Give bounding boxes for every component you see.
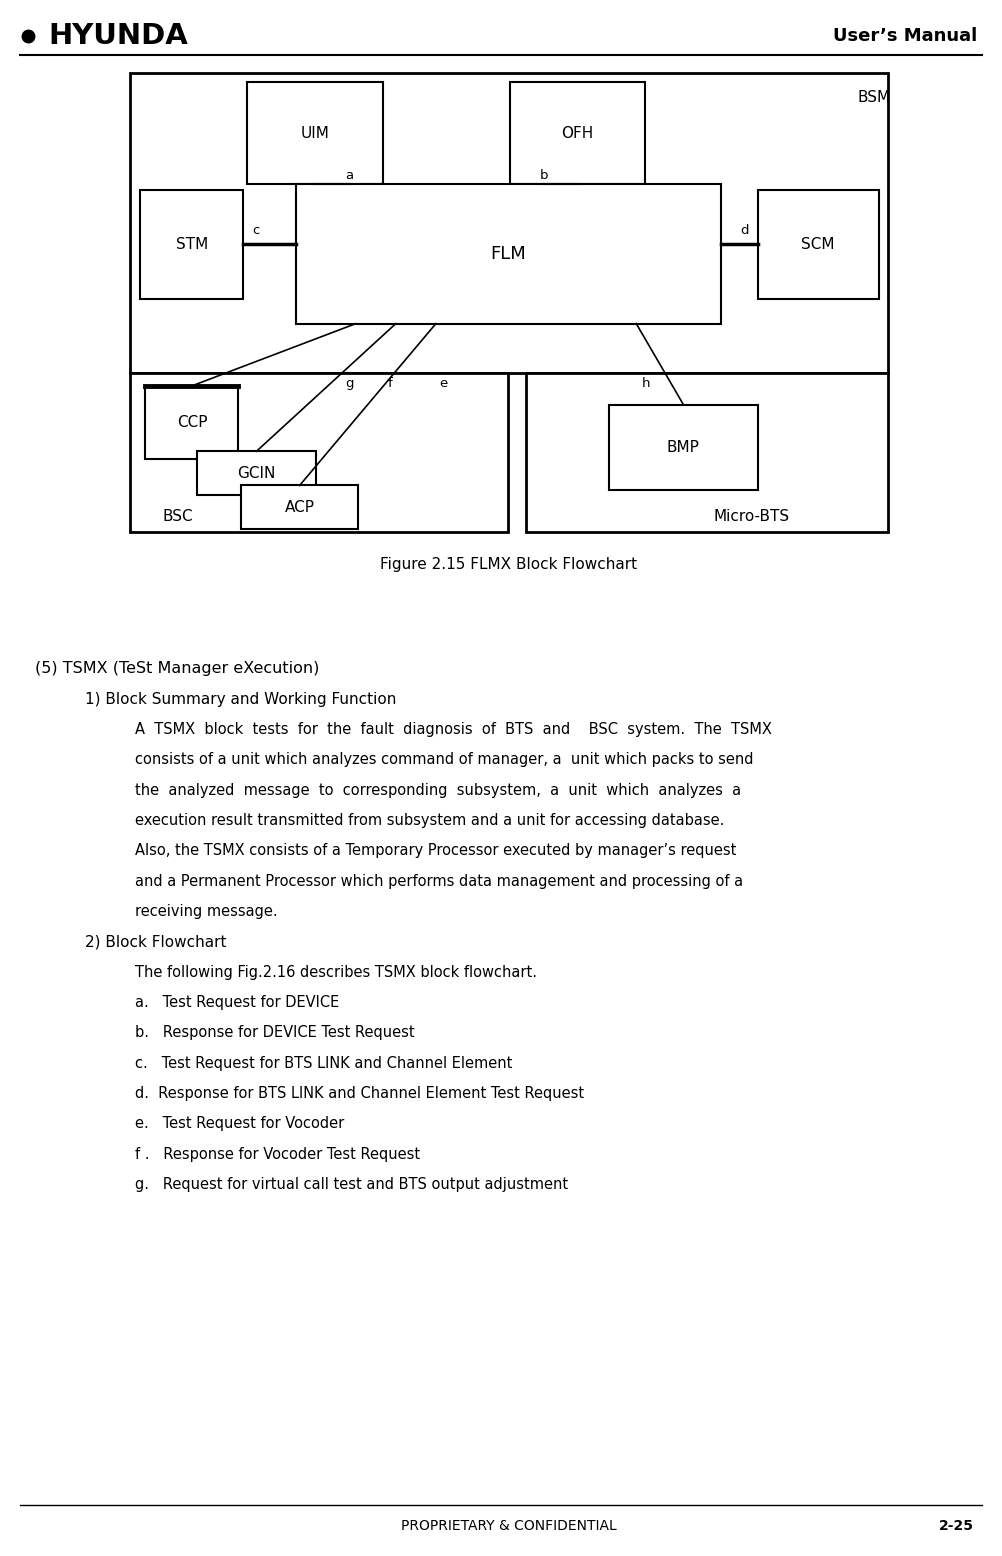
Text: b.   Response for DEVICE Test Request: b. Response for DEVICE Test Request — [135, 1025, 415, 1041]
Bar — [241, 485, 358, 529]
Text: Micro-BTS: Micro-BTS — [713, 509, 790, 524]
Text: (5) TSMX (TeSt Manager eXecution): (5) TSMX (TeSt Manager eXecution) — [35, 661, 320, 677]
Text: PROPRIETARY & CONFIDENTIAL: PROPRIETARY & CONFIDENTIAL — [401, 1520, 617, 1533]
Text: d.  Response for BTS LINK and Channel Element Test Request: d. Response for BTS LINK and Channel Ele… — [135, 1086, 584, 1102]
Text: GCIN: GCIN — [237, 465, 276, 481]
Text: Also, the TSMX consists of a Temporary Processor executed by manager’s request: Also, the TSMX consists of a Temporary P… — [135, 843, 736, 859]
Bar — [247, 82, 383, 184]
Text: HYUNDA: HYUNDA — [48, 22, 187, 50]
Text: g: g — [346, 377, 354, 389]
Bar — [130, 73, 888, 373]
Text: c.   Test Request for BTS LINK and Channel Element: c. Test Request for BTS LINK and Channel… — [135, 1057, 513, 1071]
Text: the  analyzed  message  to  corresponding  subsystem,  a  unit  which  analyzes : the analyzed message to corresponding su… — [135, 783, 741, 798]
Text: BSM: BSM — [858, 90, 891, 106]
Text: The following Fig.2.16 describes TSMX block flowchart.: The following Fig.2.16 describes TSMX bl… — [135, 965, 537, 980]
Bar — [510, 82, 645, 184]
Text: g.   Request for virtual call test and BTS output adjustment: g. Request for virtual call test and BTS… — [135, 1178, 568, 1192]
Text: Figure 2.15 FLMX Block Flowchart: Figure 2.15 FLMX Block Flowchart — [381, 557, 637, 573]
Text: d: d — [740, 224, 748, 237]
Text: h: h — [641, 377, 649, 389]
Text: BMP: BMP — [667, 440, 699, 454]
Text: ACP: ACP — [285, 499, 315, 515]
Text: OFH: OFH — [561, 126, 594, 140]
Text: FLM: FLM — [491, 244, 526, 263]
Text: A  TSMX  block  tests  for  the  fault  diagnosis  of  BTS  and    BSC  system. : A TSMX block tests for the fault diagnos… — [135, 722, 773, 738]
Text: 1) Block Summary and Working Function: 1) Block Summary and Working Function — [85, 692, 397, 706]
Text: c: c — [253, 224, 260, 237]
Text: 2) Block Flowchart: 2) Block Flowchart — [85, 934, 226, 949]
Text: User’s Manual: User’s Manual — [833, 26, 977, 45]
Bar — [130, 373, 508, 532]
Text: SCM: SCM — [802, 237, 835, 252]
Bar — [140, 190, 243, 299]
Text: STM: STM — [175, 237, 208, 252]
Text: CCP: CCP — [176, 415, 207, 429]
Text: UIM: UIM — [301, 126, 330, 140]
Text: consists of a unit which analyzes command of manager, a  unit which packs to sen: consists of a unit which analyzes comman… — [135, 752, 754, 767]
Text: a.   Test Request for DEVICE: a. Test Request for DEVICE — [135, 996, 340, 1010]
Text: f .   Response for Vocoder Test Request: f . Response for Vocoder Test Request — [135, 1147, 421, 1162]
Text: a: a — [346, 170, 354, 182]
Bar — [758, 190, 879, 299]
Bar — [145, 386, 238, 459]
Bar — [526, 373, 888, 532]
Text: and a Permanent Processor which performs data management and processing of a: and a Permanent Processor which performs… — [135, 874, 743, 888]
Text: receiving message.: receiving message. — [135, 904, 278, 920]
Text: BSC: BSC — [162, 509, 192, 524]
Text: e.   Test Request for Vocoder: e. Test Request for Vocoder — [135, 1117, 345, 1131]
Bar — [296, 184, 721, 324]
Text: 2-25: 2-25 — [939, 1520, 974, 1533]
Text: execution result transmitted from subsystem and a unit for accessing database.: execution result transmitted from subsys… — [135, 812, 724, 828]
Text: f: f — [388, 377, 393, 389]
Bar — [609, 405, 758, 490]
Text: e: e — [439, 377, 447, 389]
Text: b: b — [540, 170, 548, 182]
Bar — [197, 451, 316, 495]
